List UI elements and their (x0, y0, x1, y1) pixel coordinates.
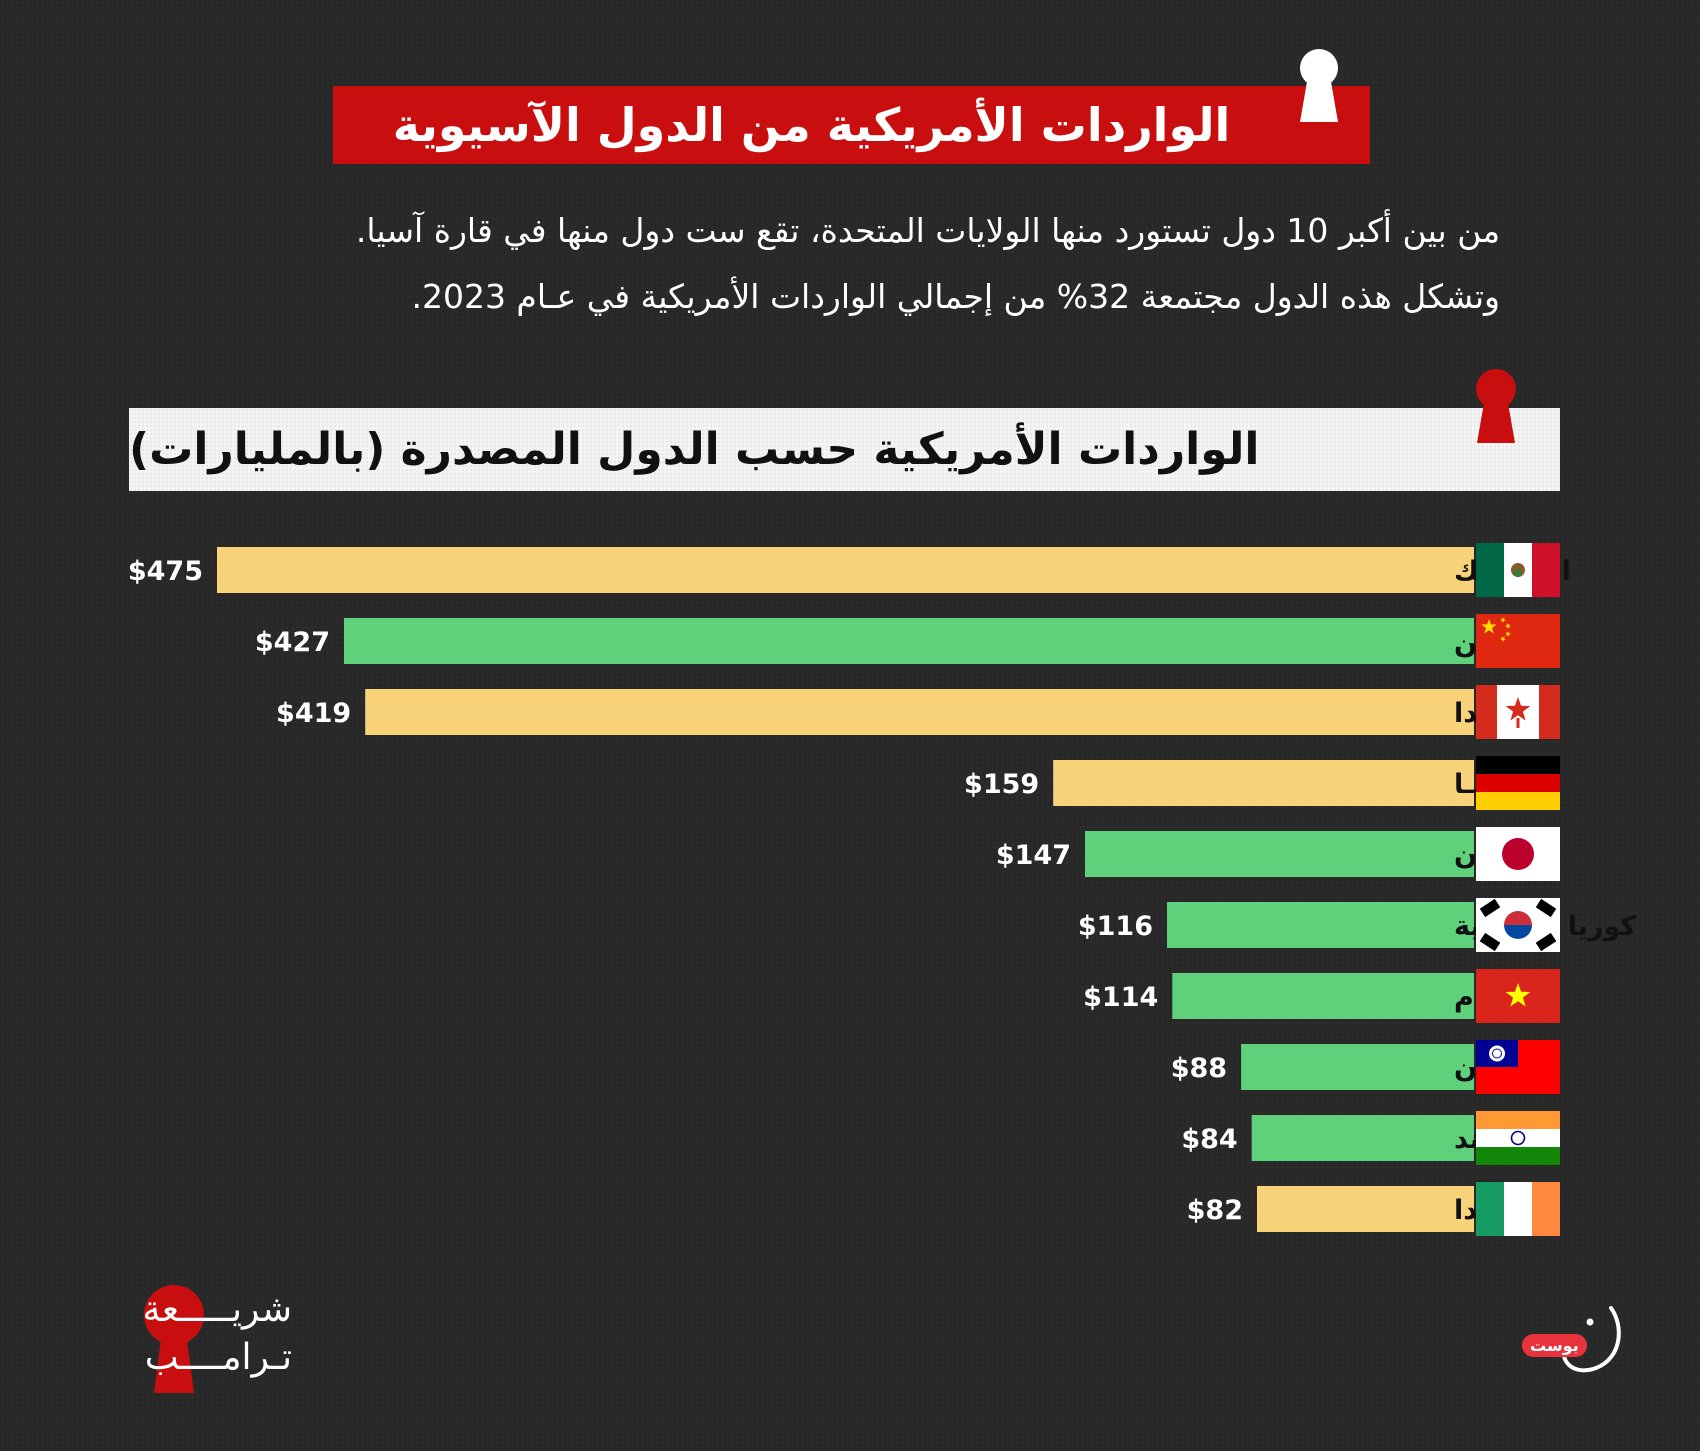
bar (1053, 760, 1474, 806)
bar (1172, 973, 1474, 1019)
value-label: $84 (1181, 1124, 1237, 1155)
bar (1257, 1186, 1474, 1232)
noon-post-logo: بوست (1518, 1296, 1638, 1386)
bar (1251, 1115, 1474, 1161)
bar (1085, 831, 1474, 877)
intro-line-2: وتشكل هذه الدول مجتمعة 32% من إجمالي الو… (411, 277, 1500, 316)
noon-logo-icon (1561, 1306, 1621, 1373)
bar (1241, 1044, 1474, 1090)
intro-text: من بين أكبر 10 دول تستورد منها الولايات … (150, 198, 1500, 330)
bar (365, 689, 1475, 735)
value-label: $147 (996, 840, 1071, 871)
post-badge: بوست (1522, 1334, 1587, 1357)
title-banner (333, 86, 1370, 164)
value-label: $159 (964, 769, 1039, 800)
logo-line-2: تـرامــــب (144, 1337, 292, 1378)
bar (1167, 902, 1474, 948)
value-label: $419 (276, 698, 351, 729)
vietnam-flag-icon (1476, 969, 1560, 1023)
value-label: $427 (255, 627, 330, 658)
chart-title-banner (129, 408, 1560, 491)
value-label: $114 (1083, 982, 1158, 1013)
value-label: $88 (1171, 1053, 1227, 1084)
sharia-trump-logo: شريـــــعة تـرامــــب (62, 1283, 292, 1393)
logo-keyhole-icon (144, 1285, 204, 1393)
value-label: $116 (1078, 911, 1153, 942)
red-keyhole-icon (1476, 369, 1516, 443)
taiwan-flag-icon (1476, 1040, 1560, 1094)
ireland-flag-icon (1476, 1182, 1560, 1236)
germany-flag-icon (1476, 756, 1560, 810)
india-flag-icon (1476, 1111, 1560, 1165)
intro-line-1: من بين أكبر 10 دول تستورد منها الولايات … (355, 211, 1500, 250)
japan-flag-icon (1476, 827, 1560, 881)
logo-line-1: شريـــــعة (142, 1289, 292, 1330)
value-label: $82 (1187, 1195, 1243, 1226)
mexico-flag-icon (1476, 543, 1560, 597)
bar (217, 547, 1474, 593)
value-label: $475 (128, 556, 203, 587)
china-flag-icon (1476, 614, 1560, 668)
bar (344, 618, 1474, 664)
canada-flag-icon (1476, 685, 1560, 739)
chart-title: الواردات الأمريكية حسب الدول المصدرة (با… (129, 424, 1260, 475)
south-korea-flag-icon (1476, 898, 1560, 952)
page-title: الواردات الأمريكية من الدول الآسيوية (392, 98, 1231, 152)
keyhole-icon (1300, 49, 1338, 122)
